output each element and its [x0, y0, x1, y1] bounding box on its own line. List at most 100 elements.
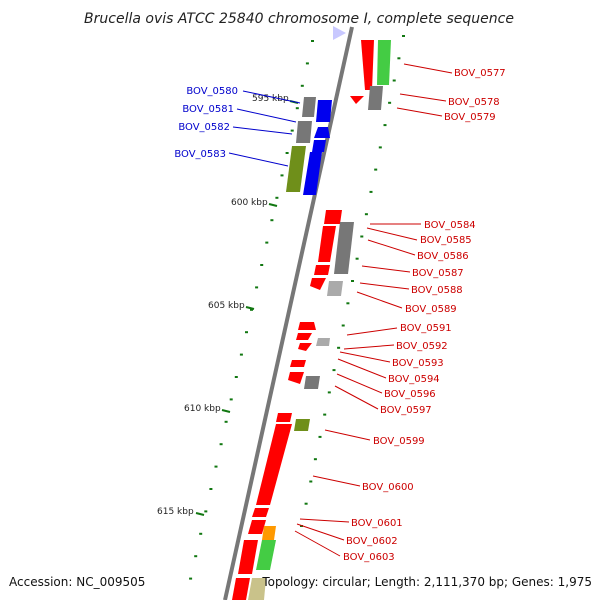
scale-label-595: 595 kbp [252, 94, 289, 104]
tick-dot [332, 369, 336, 372]
gene-bov-0585-arrow[interactable] [318, 226, 336, 262]
label-bov-0579[interactable]: BOV_0579 [444, 112, 496, 123]
tick-dot [304, 502, 308, 505]
label-bov-0591[interactable]: BOV_0591 [400, 323, 452, 334]
gene-features [232, 40, 391, 600]
label-bov-0588[interactable]: BOV_0588 [411, 285, 463, 296]
gene-bov-0580-block[interactable] [302, 97, 316, 117]
label-bov-0603[interactable]: BOV_0603 [343, 552, 395, 563]
gene-bov-0580-arrow[interactable] [316, 100, 332, 122]
gene-bov-0599-block[interactable] [294, 419, 310, 431]
tick-dot [285, 152, 289, 154]
tick-dot [300, 84, 304, 87]
label-bov-0594[interactable]: BOV_0594 [388, 374, 440, 385]
label-bov-0583[interactable]: BOV_0583 [174, 149, 226, 160]
gene-bov-0587-arrow[interactable] [314, 265, 330, 275]
gene-bov-0584-arrow[interactable] [324, 210, 342, 224]
gene-bov-0600-arrow[interactable] [256, 424, 292, 505]
gene-bov-0594-arrow[interactable] [290, 360, 306, 367]
label-bov-0601[interactable]: BOV_0601 [351, 518, 403, 529]
label-bov-0587[interactable]: BOV_0587 [412, 268, 464, 279]
tick-dot [234, 376, 238, 378]
label-bov-0578[interactable]: BOV_0578 [448, 97, 500, 108]
tick-dot [323, 413, 327, 416]
tick-dot [355, 257, 359, 260]
label-bov-0593[interactable]: BOV_0593 [392, 358, 444, 369]
tick-dot [270, 219, 274, 222]
tick-dot [280, 174, 284, 177]
label-bov-0582[interactable]: BOV_0582 [178, 122, 230, 133]
tick-dot [209, 488, 213, 490]
tick-dot [245, 331, 248, 334]
gene-bov-0579-block[interactable] [368, 86, 383, 110]
gene-bov-0599-arrow[interactable] [276, 413, 292, 422]
label-bov-0597[interactable]: BOV_0597 [380, 405, 432, 416]
gene-bov-0593-block[interactable] [316, 338, 330, 346]
tick-dot [392, 79, 396, 82]
label-bov-0602[interactable]: BOV_0602 [346, 536, 398, 547]
gene-arrowhead[interactable] [350, 96, 364, 104]
tick-dot [199, 532, 203, 535]
tick-dots [189, 35, 405, 580]
tick-dot [311, 40, 314, 42]
gene-bov-0591-arrow[interactable] [298, 322, 316, 330]
callout-lines [228, 63, 453, 557]
tick-dot [290, 129, 294, 132]
tick-dot [337, 346, 341, 349]
gene-bottom-block[interactable] [248, 578, 266, 600]
gene-bov-0582-arrow[interactable] [312, 140, 326, 152]
gene-bov-0592-arrow[interactable] [296, 333, 312, 340]
label-bov-0580[interactable]: BOV_0580 [186, 86, 238, 97]
tick-dot [204, 510, 208, 513]
gene-bov-0596-arrow[interactable] [288, 372, 304, 384]
gene-bov-0601-arrow-2[interactable] [248, 520, 266, 534]
gene-bov-0588-arrow[interactable] [310, 278, 326, 290]
gene-bov-0581-block[interactable] [296, 121, 312, 143]
chromosome-backbone [223, 26, 354, 600]
tick-600-kbp [268, 203, 278, 207]
summary-text: Topology: circular; Length: 2,111,370 bp… [261, 575, 592, 589]
label-bov-0600[interactable]: BOV_0600 [362, 482, 414, 493]
gene-bov-0602-block[interactable] [262, 526, 276, 540]
gene-bov-0597-block[interactable] [304, 376, 320, 389]
gene-bov-0603-block[interactable] [256, 540, 276, 570]
tick-dot [229, 398, 233, 401]
gene-bov-0577-arrow[interactable] [361, 40, 374, 90]
scale-label-605: 605 kbp [208, 301, 245, 311]
tick-605-kbp [245, 306, 255, 310]
gene-bov-0589-block[interactable] [327, 281, 343, 296]
tick-dot [378, 146, 382, 149]
label-bov-0589[interactable]: BOV_0589 [405, 304, 457, 315]
tick-dot [360, 235, 364, 238]
tick-dot [239, 353, 243, 356]
label-bov-0581[interactable]: BOV_0581 [182, 104, 234, 115]
tick-dot [369, 190, 373, 193]
tick-dot [275, 196, 279, 199]
gene-bov-0578-block[interactable] [377, 40, 391, 85]
label-bov-0586[interactable]: BOV_0586 [417, 251, 469, 262]
tick-dot [305, 62, 309, 65]
gene-bov-0581-arrow[interactable] [314, 127, 330, 138]
tick-dot [388, 101, 392, 104]
label-bov-0577[interactable]: BOV_0577 [454, 68, 506, 79]
tick-dot [318, 435, 322, 438]
gene-bov-0583-block[interactable] [286, 146, 306, 192]
tick-dot [260, 264, 264, 266]
gene-bov-0586-block[interactable] [334, 222, 354, 274]
gene-bottom-arrow[interactable] [232, 578, 250, 600]
label-bov-0596[interactable]: BOV_0596 [384, 389, 436, 400]
gene-bov-0601-arrow[interactable] [252, 508, 269, 517]
label-bov-0592[interactable]: BOV_0592 [396, 341, 448, 352]
gene-bov-0603-arrow[interactable] [238, 540, 258, 574]
gene-bov-0583-arrow[interactable] [303, 152, 322, 195]
tick-615-kbp [195, 512, 205, 516]
tick-dot [265, 241, 269, 244]
label-bov-0584[interactable]: BOV_0584 [424, 220, 476, 231]
gene-bov-0593-arrow[interactable] [298, 343, 312, 351]
tick-dot [189, 577, 193, 580]
label-bov-0585[interactable]: BOV_0585 [420, 235, 472, 246]
tick-dot [346, 302, 350, 305]
tick-dot [313, 458, 317, 461]
label-bov-0599[interactable]: BOV_0599 [373, 436, 425, 447]
